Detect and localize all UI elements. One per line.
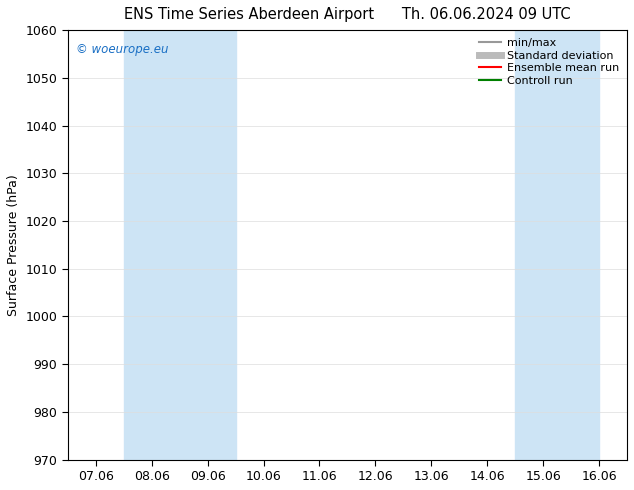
Y-axis label: Surface Pressure (hPa): Surface Pressure (hPa)	[7, 174, 20, 316]
Text: © woeurope.eu: © woeurope.eu	[76, 43, 169, 56]
Bar	[124, 30, 236, 460]
Bar	[515, 30, 599, 460]
Title: ENS Time Series Aberdeen Airport      Th. 06.06.2024 09 UTC: ENS Time Series Aberdeen Airport Th. 06.…	[124, 7, 571, 22]
Legend: min/max, Standard deviation, Ensemble mean run, Controll run: min/max, Standard deviation, Ensemble me…	[475, 33, 624, 91]
